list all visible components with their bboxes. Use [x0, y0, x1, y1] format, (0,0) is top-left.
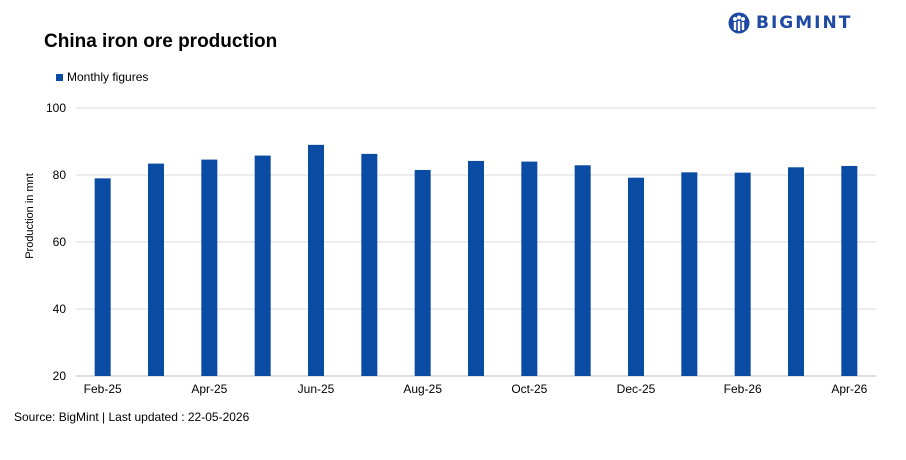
- bar-apr-25: [201, 159, 218, 376]
- x-tick-label: Dec-25: [617, 382, 656, 396]
- y-tick-label: 80: [53, 168, 67, 182]
- bar-jul-25: [361, 153, 378, 376]
- y-tick-labels: 20 40 60 80 100: [46, 101, 66, 383]
- bar-apr-26: [841, 165, 858, 376]
- bar-jun-25: [308, 144, 324, 376]
- bar-feb-26: [734, 172, 751, 376]
- x-tick-label: Feb-26: [724, 382, 762, 396]
- brand-name: BIGMINT: [756, 13, 853, 33]
- x-tick-labels: Feb-25 Apr-25 Jun-25 Aug-25 Oct-25 Dec-25 Feb-…: [84, 382, 868, 396]
- y-tick-label: 60: [53, 235, 67, 249]
- source-note: Source: BigMint | Last updated : 22-05-2…: [14, 410, 250, 424]
- chart-title: China iron ore production: [44, 31, 278, 52]
- bar-oct-25: [521, 161, 538, 376]
- y-tick-label: 100: [46, 101, 66, 115]
- brand-logo: BIGMINT: [728, 12, 852, 34]
- y-tick-label: 20: [53, 369, 67, 383]
- chart-legend: Monthly figures: [56, 70, 148, 84]
- bars: [94, 144, 858, 376]
- bar-aug-25: [414, 169, 431, 376]
- bigmint-logo-icon: [728, 12, 750, 34]
- x-tick-label: Apr-26: [831, 382, 867, 396]
- bar-nov-25: [574, 165, 591, 376]
- bar-may-25: [254, 155, 271, 376]
- x-tick-label: Apr-25: [191, 382, 227, 396]
- bar-feb-25: [94, 178, 111, 376]
- x-tick-label: Aug-25: [403, 382, 442, 396]
- x-tick-label: Feb-25: [84, 382, 122, 396]
- bar-mar-26: [788, 167, 804, 376]
- legend-swatch: [56, 73, 63, 81]
- x-tick-label: Jun-25: [298, 382, 335, 396]
- bar-jan-26: [681, 172, 698, 376]
- legend-label: Monthly figures: [67, 70, 149, 84]
- bar-mar-25: [148, 163, 164, 376]
- bar-dec-25: [628, 177, 644, 376]
- x-tick-label: Oct-25: [511, 382, 547, 396]
- y-tick-label: 40: [53, 302, 67, 316]
- bar-sep-25: [468, 160, 484, 376]
